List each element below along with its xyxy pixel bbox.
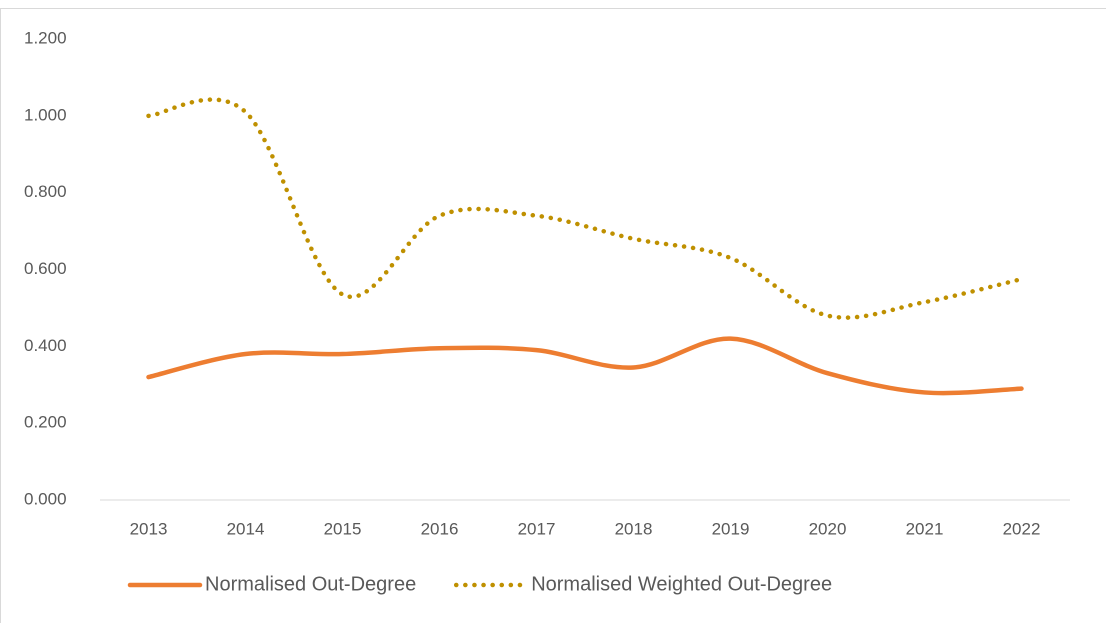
y-tick-label: 1.200 (24, 28, 67, 47)
y-tick-label: 0.400 (24, 336, 67, 355)
chart-border (0, 8, 1106, 623)
legend-label: Normalised Weighted Out-Degree (531, 573, 832, 595)
line-series (146, 97, 1024, 320)
x-tick-label: 2022 (1003, 519, 1041, 538)
x-tick-label: 2021 (906, 519, 944, 538)
y-tick-label: 0.000 (24, 489, 67, 508)
line-series (146, 336, 1024, 396)
x-tick-label: 2018 (615, 519, 653, 538)
y-tick-label: 1.000 (24, 105, 67, 124)
y-tick-label: 0.200 (24, 413, 67, 432)
x-tick-label: 2017 (518, 519, 556, 538)
y-tick-label: 0.800 (24, 182, 67, 201)
x-tick-label: 2014 (227, 519, 265, 538)
x-tick-label: 2016 (421, 519, 459, 538)
x-tick-label: 2020 (809, 519, 847, 538)
x-tick-label: 2015 (324, 519, 362, 538)
legend-label: Normalised Out-Degree (205, 573, 416, 595)
x-tick-label: 2013 (130, 519, 168, 538)
x-tick-label: 2019 (712, 519, 750, 538)
y-tick-label: 0.600 (24, 259, 67, 278)
